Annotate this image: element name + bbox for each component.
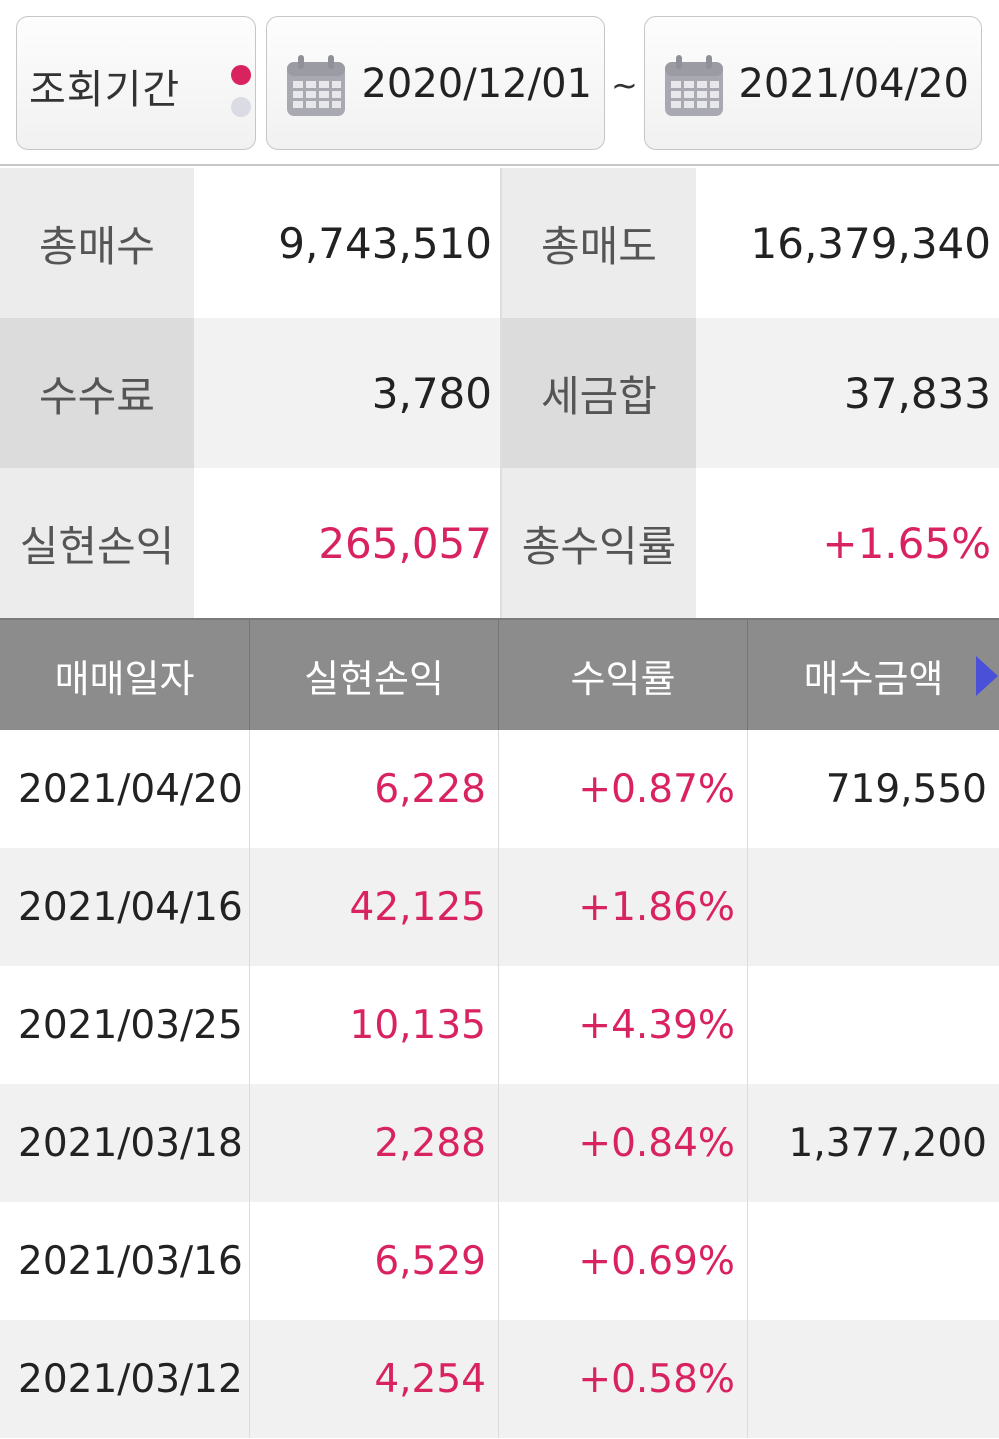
trade-date-cell: 2021/03/16 (0, 1202, 250, 1320)
buy-amount-cell: 719,550 (825, 766, 987, 812)
return-rate-cell: +4.39% (499, 966, 748, 1084)
return-rate-cell: +0.84% (499, 1084, 748, 1202)
column-divider (500, 168, 502, 618)
column-header-realized-profit[interactable]: 실현손익 (250, 620, 499, 730)
summary-row: 수수료 3,780 세금합 37,833 (0, 318, 999, 468)
trade-date-cell: 2021/04/20 (0, 730, 250, 848)
buy-amount-cell: 1,377,200 (788, 1120, 988, 1166)
end-date-picker[interactable]: 2021/04/20 (644, 16, 982, 150)
next-arrow-icon[interactable] (976, 656, 998, 696)
total-sell-label: 총매도 (502, 168, 696, 318)
total-return-value: +1.65% (822, 518, 991, 568)
table-header: 매매일자 실현손익 수익률 매수금액 (0, 618, 999, 730)
table-row[interactable]: 2021/04/16 42,125 +1.86% (0, 848, 999, 966)
realized-profit-value: 265,057 (318, 518, 492, 568)
column-header-return-rate[interactable]: 수익률 (499, 620, 748, 730)
realized-profit-cell: 6,529 (250, 1202, 499, 1320)
tax-total-value: 37,833 (696, 318, 999, 468)
realized-profit-cell: 6,228 (250, 730, 499, 848)
total-buy-value: 9,743,510 (278, 218, 492, 268)
period-selector: 조회기간 2020/12/01 ~ (0, 0, 999, 166)
return-rate-cell: +0.58% (499, 1320, 748, 1438)
page-indicator-active-dot (231, 65, 251, 85)
realized-profit-label: 실현손익 (0, 468, 194, 618)
start-date-value: 2020/12/01 (361, 61, 592, 107)
commission-label: 수수료 (0, 318, 194, 468)
total-return-label: 총수익률 (502, 468, 696, 618)
buy-amount-cell (748, 1202, 999, 1320)
table-row[interactable]: 2021/03/12 4,254 +0.58% (0, 1320, 999, 1438)
realized-profit-cell: 2,288 (250, 1084, 499, 1202)
end-date-value: 2021/04/20 (738, 61, 969, 107)
calendar-icon (665, 55, 723, 116)
trade-date-cell: 2021/03/18 (0, 1084, 250, 1202)
trade-date-cell: 2021/03/25 (0, 966, 250, 1084)
table-row[interactable]: 2021/03/16 6,529 +0.69% (0, 1202, 999, 1320)
summary-row: 총매수 9,743,510 총매도 16,379,340 (0, 168, 999, 318)
period-label: 조회기간 (29, 67, 181, 113)
column-header-buy-amount[interactable]: 매수금액 (803, 656, 944, 701)
table-row[interactable]: 2021/04/20 6,228 +0.87% 719,550 (0, 730, 999, 848)
buy-amount-cell (748, 1320, 999, 1438)
return-rate-cell: +1.86% (499, 848, 748, 966)
realized-profit-cell: 4,254 (250, 1320, 499, 1438)
trade-date-cell: 2021/04/16 (0, 848, 250, 966)
column-header-trade-date[interactable]: 매매일자 (0, 620, 250, 730)
total-buy-label: 총매수 (0, 168, 194, 318)
summary-row: 실현손익 265,057 총수익률 +1.65% (0, 468, 999, 618)
period-type-button[interactable]: 조회기간 (16, 16, 256, 150)
commission-value: 3,780 (194, 318, 500, 468)
trade-date-cell: 2021/03/12 (0, 1320, 250, 1438)
return-rate-cell: +0.87% (499, 730, 748, 848)
realized-profit-cell: 10,135 (250, 966, 499, 1084)
table-row[interactable]: 2021/03/25 10,135 +4.39% (0, 966, 999, 1084)
realized-profit-cell: 42,125 (250, 848, 499, 966)
total-sell-value: 16,379,340 (750, 218, 991, 268)
trade-table-body[interactable]: 2021/04/20 6,228 +0.87% 719,550 2021/04/… (0, 730, 999, 1439)
calendar-icon (287, 55, 345, 116)
date-range-separator: ~ (611, 66, 638, 104)
buy-amount-cell (748, 848, 999, 966)
page-indicator-inactive-dot (231, 97, 251, 117)
return-rate-cell: +0.69% (499, 1202, 748, 1320)
summary-grid: 총매수 9,743,510 총매도 16,379,340 수수료 3,780 세… (0, 168, 999, 618)
start-date-picker[interactable]: 2020/12/01 (266, 16, 605, 150)
table-row[interactable]: 2021/03/18 2,288 +0.84% 1,377,200 (0, 1084, 999, 1202)
buy-amount-cell (748, 966, 999, 1084)
tax-total-label: 세금합 (502, 318, 696, 468)
